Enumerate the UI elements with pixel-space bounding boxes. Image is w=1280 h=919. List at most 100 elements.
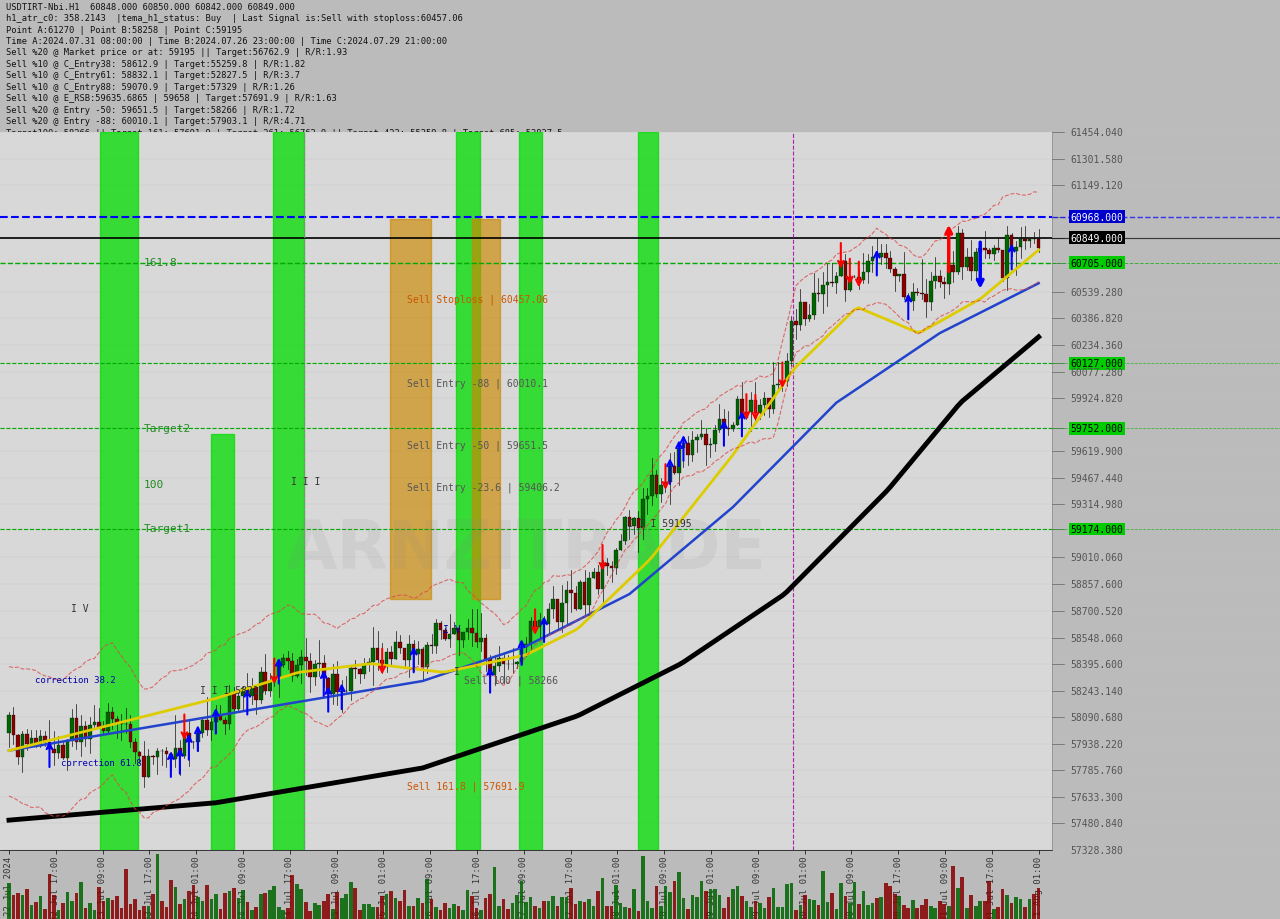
Bar	[276, 665, 280, 677]
Bar	[264, 672, 268, 692]
Bar	[745, 413, 749, 419]
Bar	[201, 720, 204, 733]
Bar	[92, 910, 96, 919]
Bar	[205, 885, 209, 919]
Bar	[835, 277, 838, 283]
Bar	[829, 892, 833, 919]
Bar	[713, 889, 717, 919]
Bar	[609, 566, 613, 568]
Bar	[1010, 903, 1014, 919]
Bar	[956, 888, 960, 919]
Bar	[38, 736, 42, 746]
Text: Sell Entry -23.6 | 59406.2: Sell Entry -23.6 | 59406.2	[407, 482, 559, 493]
Text: 60386.820: 60386.820	[1070, 313, 1124, 323]
Bar	[250, 910, 253, 919]
Bar	[434, 907, 438, 919]
Bar	[516, 662, 518, 664]
Bar	[430, 899, 434, 919]
Bar	[470, 629, 474, 633]
Bar	[282, 910, 285, 919]
Bar	[165, 752, 168, 754]
Bar	[17, 893, 19, 919]
Bar	[394, 642, 398, 659]
Bar	[722, 419, 726, 428]
Bar	[641, 857, 645, 919]
Bar	[142, 906, 146, 919]
Text: 60539.280: 60539.280	[1070, 288, 1124, 297]
Bar	[790, 883, 794, 919]
Bar	[992, 909, 996, 919]
Bar	[65, 740, 69, 757]
Bar	[273, 677, 276, 682]
Bar	[659, 485, 663, 494]
Bar	[187, 732, 191, 742]
Text: 59619.900: 59619.900	[1070, 447, 1124, 457]
Bar	[645, 901, 649, 919]
Text: 60849.000: 60849.000	[1070, 233, 1124, 244]
Bar	[12, 716, 15, 735]
Bar	[722, 908, 726, 919]
Bar	[97, 887, 101, 919]
Bar	[938, 277, 942, 282]
Text: 58548.060: 58548.060	[1070, 633, 1124, 643]
Bar	[564, 591, 568, 603]
Bar	[978, 249, 982, 253]
Bar	[335, 892, 339, 919]
Bar	[582, 902, 586, 919]
Bar	[29, 905, 33, 919]
Bar	[479, 639, 483, 642]
Bar	[475, 908, 479, 919]
Bar	[974, 253, 978, 271]
Bar	[956, 233, 960, 273]
Bar	[210, 722, 214, 731]
Bar	[65, 892, 69, 919]
Bar	[867, 262, 869, 273]
Bar	[498, 905, 500, 919]
Bar	[924, 899, 928, 919]
Bar	[636, 911, 640, 919]
Text: Target1: Target1	[143, 523, 191, 533]
Bar	[965, 908, 969, 919]
Bar	[12, 895, 15, 919]
Bar	[169, 879, 173, 919]
Bar	[879, 897, 883, 919]
Bar	[763, 399, 767, 405]
Bar	[547, 902, 550, 919]
Bar	[237, 898, 241, 919]
Bar	[380, 660, 384, 667]
Bar	[867, 904, 869, 919]
Bar	[211, 435, 234, 850]
Bar	[237, 697, 241, 709]
Text: I V: I V	[443, 624, 461, 634]
Bar	[20, 734, 24, 757]
Bar	[785, 362, 788, 381]
Bar	[736, 886, 740, 919]
Text: 57938.220: 57938.220	[1070, 739, 1124, 749]
Bar	[470, 896, 474, 919]
Bar	[838, 883, 842, 919]
Bar	[969, 894, 973, 919]
Bar	[731, 889, 735, 919]
Bar	[727, 897, 730, 919]
Bar	[740, 896, 744, 919]
Bar	[781, 381, 785, 384]
Bar	[192, 885, 195, 919]
Bar	[525, 902, 527, 919]
Bar	[902, 905, 905, 919]
Bar	[906, 908, 910, 919]
Bar	[169, 754, 173, 759]
Bar	[101, 901, 105, 919]
Text: correction 61.8: correction 61.8	[60, 758, 141, 767]
Bar	[259, 894, 262, 919]
Bar	[425, 645, 429, 667]
Bar	[44, 909, 47, 919]
Bar	[389, 891, 393, 919]
Bar	[187, 891, 191, 919]
Bar	[398, 902, 402, 919]
Bar	[858, 278, 860, 280]
Bar	[353, 668, 357, 669]
Bar	[579, 902, 582, 919]
Bar	[472, 220, 500, 599]
Bar	[718, 895, 721, 919]
Bar	[119, 908, 123, 919]
